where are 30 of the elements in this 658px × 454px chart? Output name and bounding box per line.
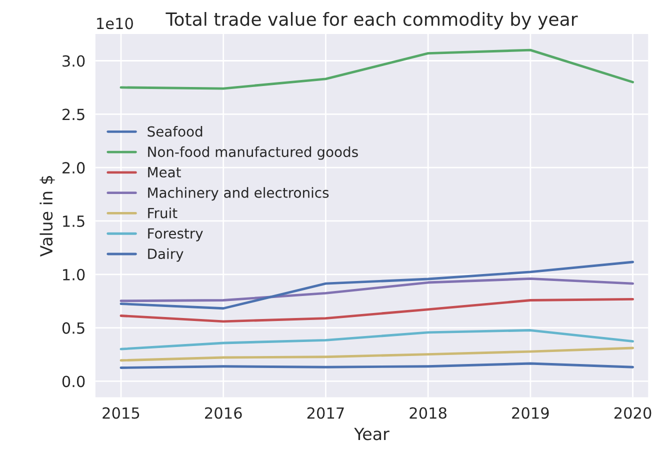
line-series	[120, 298, 634, 323]
y-tick-label: 0.5	[62, 322, 84, 334]
y-axis-title: Value in $	[40, 176, 55, 257]
x-tick-label: 2015	[102, 407, 140, 419]
y-tick-label: 1.5	[63, 216, 84, 228]
y-tick-label: 1.0	[63, 268, 85, 280]
x-tick-label: 2018	[410, 407, 446, 419]
y-tick-label: 2.5	[62, 108, 84, 120]
legend-label: Seafood	[148, 126, 202, 137]
y-tick-label: 3.0	[62, 55, 85, 67]
legend-label: Forestry	[148, 228, 203, 242]
x-tick-label: 2020	[614, 407, 652, 419]
legend-label: Machinery and electronics	[148, 187, 329, 201]
x-axis-title: Year	[354, 428, 390, 440]
y-tick-label: 0.0	[62, 376, 85, 388]
legend-label: Dairy	[148, 248, 184, 262]
x-tick-label: 2016	[205, 407, 242, 419]
y-tick-label: 2.0	[62, 162, 85, 174]
line-series	[120, 277, 634, 302]
legend-label: Fruit	[148, 208, 178, 218]
legend-label: Non-food manufactured goods	[148, 146, 358, 160]
line-series	[120, 329, 634, 350]
x-tick-label: 2019	[512, 407, 549, 419]
x-tick-label: 2017	[307, 407, 344, 419]
legend-label: Meat	[148, 167, 181, 178]
text: 1e10	[97, 18, 133, 30]
line-series	[120, 48, 634, 90]
line-series	[120, 346, 634, 362]
chart-title: Total trade value for each commodity by year	[166, 12, 578, 30]
line-series	[120, 260, 634, 310]
